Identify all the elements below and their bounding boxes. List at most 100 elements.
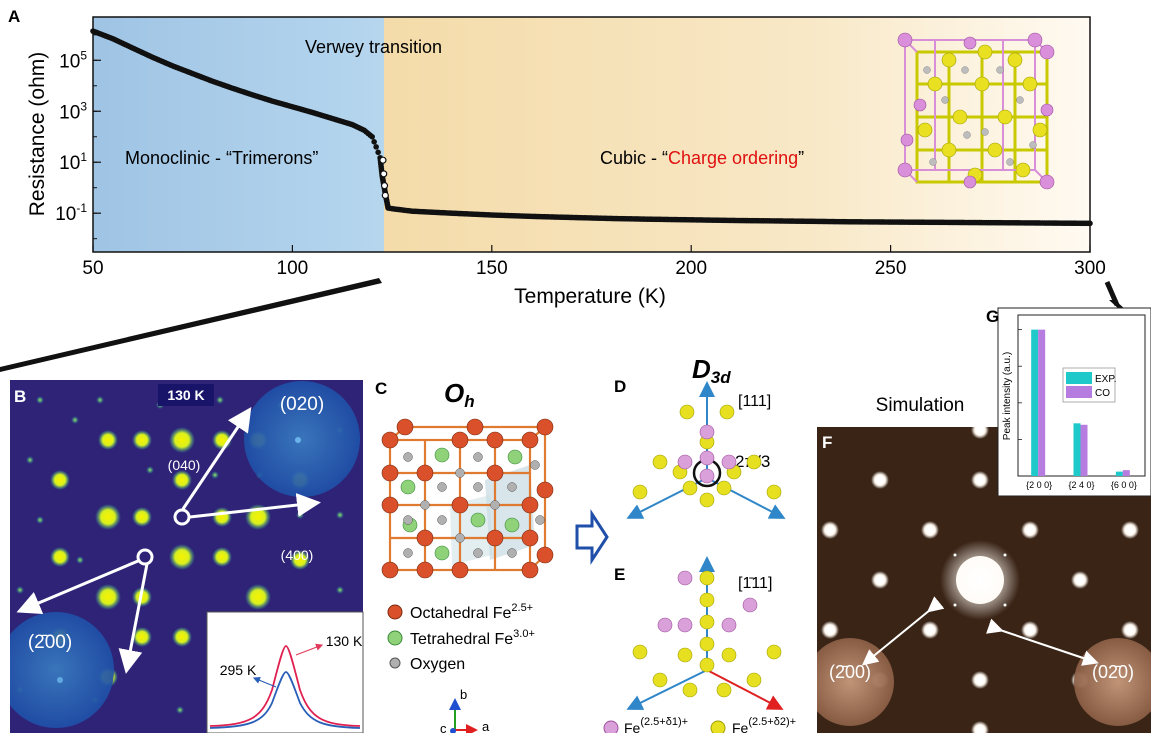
oxygen-atom — [507, 548, 517, 558]
octahedral-fe-atom — [416, 561, 434, 579]
octahedral-fe-atom — [416, 529, 434, 547]
oxygen-atom — [473, 482, 483, 492]
legend-swatch-octahedral — [387, 604, 403, 620]
x-tick-label-a: 150 — [476, 258, 508, 279]
panel-label-d: D — [614, 377, 626, 396]
oxygen-atom — [437, 515, 447, 525]
data-point — [373, 144, 379, 150]
fe-d2-atom — [746, 454, 762, 470]
fe-d2-atom — [652, 672, 668, 688]
legend-tetrahedral-label: Tetrahedral Fe — [410, 631, 513, 648]
vector-040 — [181, 407, 252, 510]
x-tick-label-g: {6 0 0} — [1111, 480, 1137, 490]
diffraction-spot-core — [826, 626, 834, 634]
oxygen-atom — [473, 452, 483, 462]
monoclinic-label: Monoclinic - “Trimerons” — [125, 148, 318, 168]
axis-label-a: a — [482, 719, 490, 733]
vector-400 — [189, 493, 321, 519]
x-tick-label-g: {2 0 0} — [1026, 480, 1052, 490]
cubic-label-prefix: Cubic - “ — [600, 148, 668, 168]
direction-m111-label: [1̄11] — [738, 575, 772, 592]
diffraction-spot — [95, 584, 121, 610]
x-tick-label-a: 250 — [875, 258, 907, 279]
bar-co — [1038, 329, 1046, 476]
fe-d2-atom — [766, 484, 782, 500]
octahedral-fe-atom — [396, 418, 414, 436]
panel-d: D D3d [111] 2π/3 — [614, 354, 786, 519]
diffraction-spot-core — [926, 626, 934, 634]
diffraction-spot-core — [926, 526, 934, 534]
tetrahedral-fe-atom — [434, 447, 450, 463]
fe-d1-atom — [677, 617, 693, 633]
diffraction-spot — [146, 466, 154, 474]
octahedral-fe-atom — [521, 561, 539, 579]
diffraction-spot — [172, 627, 192, 647]
legend-label-exp: EXP. — [1095, 374, 1117, 385]
diffraction-spot — [169, 427, 195, 453]
octahedral-fe-atom — [451, 496, 469, 514]
d3d-title: D3d — [692, 354, 731, 387]
diffraction-spot-core — [1076, 576, 1084, 584]
panel-e: E [1̄11] Fe(2.5+δ1)+ Fe(2.5+δ2)+ — [603, 556, 796, 733]
fe-d1-atom — [721, 617, 737, 633]
octahedral-fe-atom — [451, 431, 469, 449]
fe-d2-atom — [746, 672, 762, 688]
diffraction-spot — [96, 396, 104, 404]
zoom-circle-020 — [244, 381, 360, 497]
oxygen-atom — [490, 500, 500, 510]
octahedral-fe-atom — [536, 546, 554, 564]
diffraction-spot — [169, 544, 195, 570]
fe-d1-atom — [657, 617, 673, 633]
data-point — [380, 170, 388, 178]
fe-d2-atom — [682, 480, 698, 496]
oxygen-atom — [455, 468, 465, 478]
diffraction-spot — [290, 550, 310, 570]
legend-tetrahedral: Tetrahedral Fe3.0+ — [410, 628, 535, 648]
diffraction-spot-core — [976, 676, 984, 684]
data-point — [375, 149, 381, 156]
panel-label-e: E — [614, 565, 625, 584]
diffraction-spot — [132, 430, 152, 450]
diffraction-spot — [212, 507, 232, 527]
data-point — [380, 182, 389, 190]
charge-ordering-label: Charge ordering — [668, 148, 798, 168]
octahedral-fe-atom — [381, 496, 399, 514]
diffraction-spot — [16, 586, 24, 594]
bar-exp — [1031, 329, 1039, 476]
diffraction-spot — [212, 547, 232, 567]
data-point — [371, 139, 377, 145]
fe-d2-atom — [699, 636, 715, 652]
tetrahedral-fe-atom — [400, 479, 416, 495]
oxygen-atom — [403, 515, 413, 525]
data-point — [379, 156, 387, 164]
origin-marker-upper — [173, 508, 191, 526]
tetrahedral-fe-atom — [470, 512, 486, 528]
legend-swatch-oxygen — [389, 657, 401, 669]
diffraction-spot — [132, 507, 152, 527]
diffraction-spot-core — [826, 526, 834, 534]
spot-label-040: (040) — [168, 457, 201, 473]
octahedral-crystal — [381, 418, 554, 579]
oxygen-atom — [403, 452, 413, 462]
y-axis-label-g: Peak intensity (a.u.) — [1002, 352, 1013, 440]
legend-g: EXP. CO — [1062, 367, 1117, 403]
axis-label-b: b — [460, 687, 467, 702]
legend-fe-d2-sup: (2.5+δ2)+ — [748, 716, 796, 728]
panel-label-c: C — [375, 379, 387, 398]
fe-d1-atom — [677, 570, 693, 586]
d3d-title-sub: 3d — [711, 368, 731, 387]
fe-d2-atom — [766, 644, 782, 660]
diffraction-spot — [172, 470, 192, 490]
diffraction-spot — [71, 416, 79, 424]
axis-right-e — [706, 669, 784, 710]
panel-b: B 130 K (040) (400) (020) (2̄00) 130 K 2… — [10, 380, 364, 733]
fe-d1-atom — [677, 454, 693, 470]
diffraction-spot — [336, 586, 344, 594]
y-tick-label-a: 105 — [59, 48, 87, 72]
diffraction-spot-core — [1126, 626, 1134, 634]
fe-d2-atom — [699, 614, 715, 630]
data-point — [381, 191, 389, 199]
panel-label-g: G — [986, 307, 999, 326]
axis-left-e — [626, 669, 708, 710]
legend-octahedral-sup: 2.5+ — [511, 602, 533, 614]
